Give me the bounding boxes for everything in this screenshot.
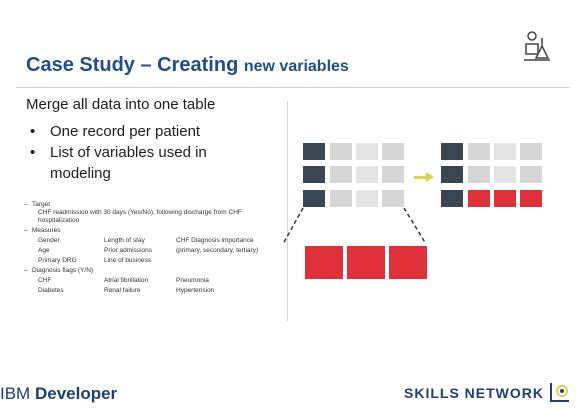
- title-divider: [16, 87, 570, 88]
- skills-network-icon: [550, 383, 569, 402]
- table-cell: [382, 190, 404, 207]
- variable-details: Target CHF readmission with 30 days (Yes…: [24, 199, 296, 295]
- table-cell: [520, 166, 542, 183]
- measure-item: Prior admissions: [104, 247, 153, 254]
- table-cell: [520, 190, 542, 207]
- flag-item: Hypertension: [176, 287, 215, 294]
- arrow-icon: [414, 176, 428, 179]
- flags-heading: Diagnosis flags (Y/N): [24, 267, 296, 275]
- table-cell: [303, 143, 325, 160]
- target-heading: Target: [24, 201, 296, 209]
- table-cell: [303, 190, 325, 207]
- flag-item: Renal failure: [104, 287, 141, 294]
- table-cell: [356, 166, 378, 183]
- flag-item: Diabetes: [38, 287, 64, 294]
- measure-item: Gender: [38, 237, 60, 244]
- bullet-item: One record per patient: [30, 121, 207, 142]
- ibm-developer-logo: IBM Developer: [0, 384, 117, 404]
- bullet-item: List of variables used in: [30, 142, 207, 163]
- table-cell: [356, 143, 378, 160]
- expanded-cell: [389, 246, 427, 279]
- measure-item: Age: [38, 247, 50, 254]
- table-cell: [441, 190, 463, 207]
- table-cell: [303, 166, 325, 183]
- bullet-item-continuation: modeling: [50, 165, 111, 182]
- brand-suffix: Developer: [34, 384, 118, 403]
- measures-heading: Measures: [24, 227, 296, 235]
- table-cell: [441, 166, 463, 183]
- measure-item: Line of business: [104, 257, 151, 264]
- title-part1: Case Study – Creating: [26, 54, 239, 76]
- scientist-icon: [524, 31, 550, 61]
- table-cell: [520, 143, 542, 160]
- table-cell: [330, 143, 352, 160]
- title-part2: new variables: [243, 58, 349, 75]
- table-cell: [356, 190, 378, 207]
- flag-item: CHF: [38, 277, 52, 284]
- table-cell: [494, 143, 516, 160]
- arrow-head-icon: [426, 172, 434, 182]
- bullet-list: One record per patient List of variables…: [30, 121, 207, 184]
- expanded-cell: [305, 246, 343, 279]
- expanded-cell: [347, 246, 385, 279]
- table-cell: [468, 166, 490, 183]
- table-cell: [441, 143, 463, 160]
- target-text: CHF readmission with 30 days (Yes/No), f…: [38, 209, 242, 224]
- intro-text: Merge all data into one table: [26, 96, 216, 113]
- vertical-divider: [287, 101, 288, 321]
- table-cell: [494, 190, 516, 207]
- table-cell: [330, 190, 352, 207]
- slide-title: Case Study – Creating new variables: [26, 54, 349, 77]
- flag-item: Pneumonia: [176, 277, 209, 284]
- table-cell: [468, 190, 490, 207]
- brand-prefix: IBM: [0, 384, 31, 403]
- measures-grid: Gender Length of stay CHF Diagnosis impo…: [24, 237, 296, 265]
- table-cell: [382, 166, 404, 183]
- table-cell: [468, 143, 490, 160]
- measure-item: Primary DRG: [38, 257, 77, 264]
- measure-item: CHF Diagnosis importance: [176, 237, 254, 244]
- measure-item: Length of stay: [104, 237, 145, 244]
- measure-item: [176, 257, 296, 265]
- skills-network-label: SKILLS NETWORK: [404, 385, 544, 401]
- flags-grid: CHF Atrial fibrillation Pneumonia Diabet…: [24, 277, 296, 295]
- table-cell: [330, 166, 352, 183]
- flag-item: Atrial fibrillation: [104, 277, 149, 284]
- measure-item: (primary, secondary, tertiary): [176, 247, 259, 254]
- table-cell: [382, 143, 404, 160]
- table-cell: [494, 166, 516, 183]
